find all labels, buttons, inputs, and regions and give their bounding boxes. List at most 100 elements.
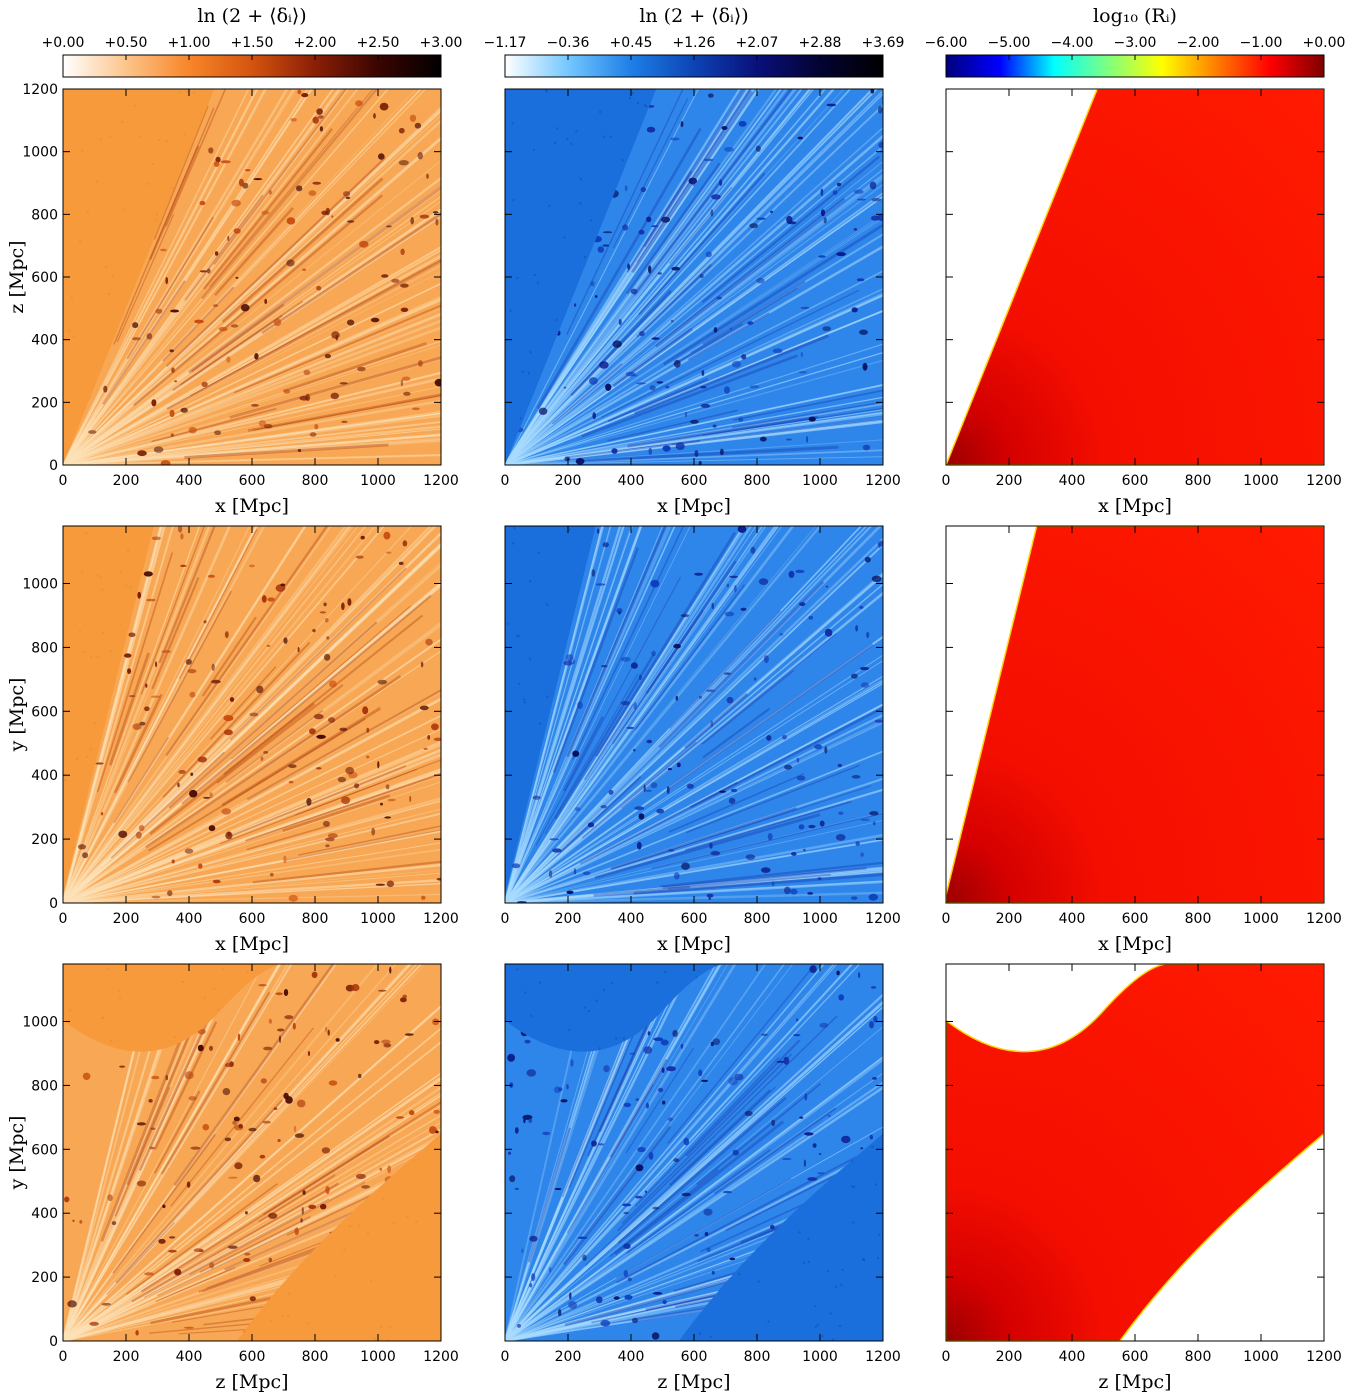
x-tick-label: 1200	[865, 911, 901, 927]
mask-region	[946, 526, 1324, 903]
panel-r1c2: 0 200 400 600 800 1000 1200 x [Mpc]	[501, 88, 901, 517]
x-tick-label: 600	[681, 1349, 708, 1365]
x-tick-label: 1000	[802, 1349, 838, 1365]
x-tick-label: 800	[1185, 1349, 1212, 1365]
panel-r3c2: 0 200 400 600 800 1000 1200 z [Mpc]	[501, 963, 901, 1393]
y-tick-label: 600	[31, 704, 58, 720]
x-axis-label: x [Mpc]	[657, 933, 731, 955]
x-tick-label: 800	[302, 911, 329, 927]
x-tick-label: 600	[1122, 911, 1149, 927]
x-axis-label: z [Mpc]	[657, 1371, 730, 1393]
x-axis-label: x [Mpc]	[1098, 495, 1172, 517]
y-tick-label: 800	[31, 1078, 58, 1094]
x-tick-label: 0	[501, 1349, 510, 1365]
panel-r1c1: 0 200 400 600 800 1000 1200 0 200 400 600 800 1000 12…	[6, 82, 459, 517]
y-tick-label: 1000	[22, 145, 58, 161]
x-tick-label: 1200	[865, 1349, 901, 1365]
x-tick-label: 200	[113, 473, 140, 489]
colorbar-tick-label: −3.00	[1114, 35, 1157, 51]
colorbar-tick-label: −6.00	[925, 35, 968, 51]
x-tick-label: 800	[744, 473, 771, 489]
y-axis-label: z [Mpc]	[6, 240, 28, 313]
x-tick-label: 600	[1122, 473, 1149, 489]
y-tick-label: 200	[31, 1270, 58, 1286]
x-axis-label: x [Mpc]	[215, 933, 289, 955]
x-tick-label: 200	[555, 1349, 582, 1365]
y-tick-label: 400	[31, 333, 58, 349]
x-tick-label: 600	[681, 911, 708, 927]
radial-streaks	[505, 526, 883, 903]
x-tick-label: 0	[942, 911, 951, 927]
colorbar-tick-label: +0.50	[105, 35, 148, 51]
x-tick-label: 800	[302, 473, 329, 489]
x-tick-label: 200	[996, 1349, 1023, 1365]
mask-region	[946, 89, 1324, 465]
x-tick-label: 1000	[802, 911, 838, 927]
y-tick-label: 200	[31, 395, 58, 411]
x-tick-label: 200	[996, 473, 1023, 489]
y-tick-label: 600	[31, 270, 58, 286]
colorbar-tick-label: +1.50	[231, 35, 274, 51]
y-tick-label: 200	[31, 832, 58, 848]
colorbar-tick-label: −0.36	[547, 35, 590, 51]
x-tick-label: 1000	[1243, 473, 1279, 489]
x-tick-label: 400	[176, 1349, 203, 1365]
colorbar-tick-label: +1.00	[168, 35, 211, 51]
x-tick-label: 400	[176, 911, 203, 927]
x-tick-label: 800	[1185, 473, 1212, 489]
x-axis-label: x [Mpc]	[1098, 933, 1172, 955]
x-tick-label: 0	[59, 911, 68, 927]
y-tick-label: 0	[49, 896, 58, 912]
x-tick-label: 1200	[1306, 473, 1342, 489]
x-tick-label: 800	[1185, 911, 1212, 927]
mask-region	[946, 964, 1324, 1341]
panel-r2c3: 0 200 400 600 800 1000 1200 x [Mpc]	[942, 525, 1342, 955]
survey-region	[63, 526, 441, 903]
x-tick-label: 400	[618, 473, 645, 489]
y-tick-label: 1200	[22, 82, 58, 98]
x-tick-label: 400	[618, 1349, 645, 1365]
x-tick-label: 400	[1059, 911, 1086, 927]
colorbar-tick-label: −4.00	[1051, 35, 1094, 51]
colorbar-tick-label: +3.00	[420, 35, 463, 51]
panel-r3c3: 0 200 400 600 800 1000 1200 z [Mpc]	[942, 963, 1342, 1393]
x-tick-label: 600	[681, 473, 708, 489]
x-tick-label: 600	[239, 1349, 266, 1365]
x-axis-label: z [Mpc]	[215, 1371, 288, 1393]
x-tick-label: 200	[996, 911, 1023, 927]
x-tick-label: 1200	[423, 473, 459, 489]
panel-r2c1: 0 200 400 600 800 1000 1200 0 200 400 600 800 1000 x …	[6, 525, 459, 955]
colorbar-tick-label: −1.17	[484, 35, 527, 51]
x-tick-label: 600	[239, 473, 266, 489]
x-tick-label: 0	[59, 473, 68, 489]
x-tick-label: 1000	[1243, 1349, 1279, 1365]
y-tick-label: 800	[31, 207, 58, 223]
x-tick-label: 1200	[423, 911, 459, 927]
colorbar-tick-label: +0.00	[42, 35, 85, 51]
x-tick-label: 200	[555, 911, 582, 927]
x-tick-label: 1200	[1306, 1349, 1342, 1365]
x-axis-label: x [Mpc]	[215, 495, 289, 517]
x-tick-label: 400	[176, 473, 203, 489]
x-tick-label: 800	[302, 1349, 329, 1365]
colorbar-tick-label: −1.00	[1240, 35, 1283, 51]
x-axis-label: z [Mpc]	[1098, 1371, 1171, 1393]
x-tick-label: 0	[501, 911, 510, 927]
y-tick-label: 1000	[22, 1015, 58, 1031]
y-tick-label: 400	[31, 1206, 58, 1222]
colorbar-tick-label: +2.88	[799, 35, 842, 51]
x-tick-label: 0	[942, 1349, 951, 1365]
panel-r1c3: 0 200 400 600 800 1000 1200 x [Mpc]	[942, 88, 1342, 517]
x-tick-label: 400	[1059, 473, 1086, 489]
x-tick-label: 1000	[802, 473, 838, 489]
colorbar-tick-label: −2.00	[1177, 35, 1220, 51]
y-tick-label: 0	[49, 1334, 58, 1350]
x-tick-label: 400	[1059, 1349, 1086, 1365]
x-tick-label: 0	[501, 473, 510, 489]
survey-region	[63, 89, 441, 465]
colorbar-tick-label: +0.45	[610, 35, 653, 51]
x-tick-label: 800	[744, 1349, 771, 1365]
x-tick-label: 200	[113, 911, 140, 927]
radial-streaks	[505, 89, 883, 465]
colorbar-title: log₁₀ (Rᵢ)	[1093, 5, 1177, 27]
